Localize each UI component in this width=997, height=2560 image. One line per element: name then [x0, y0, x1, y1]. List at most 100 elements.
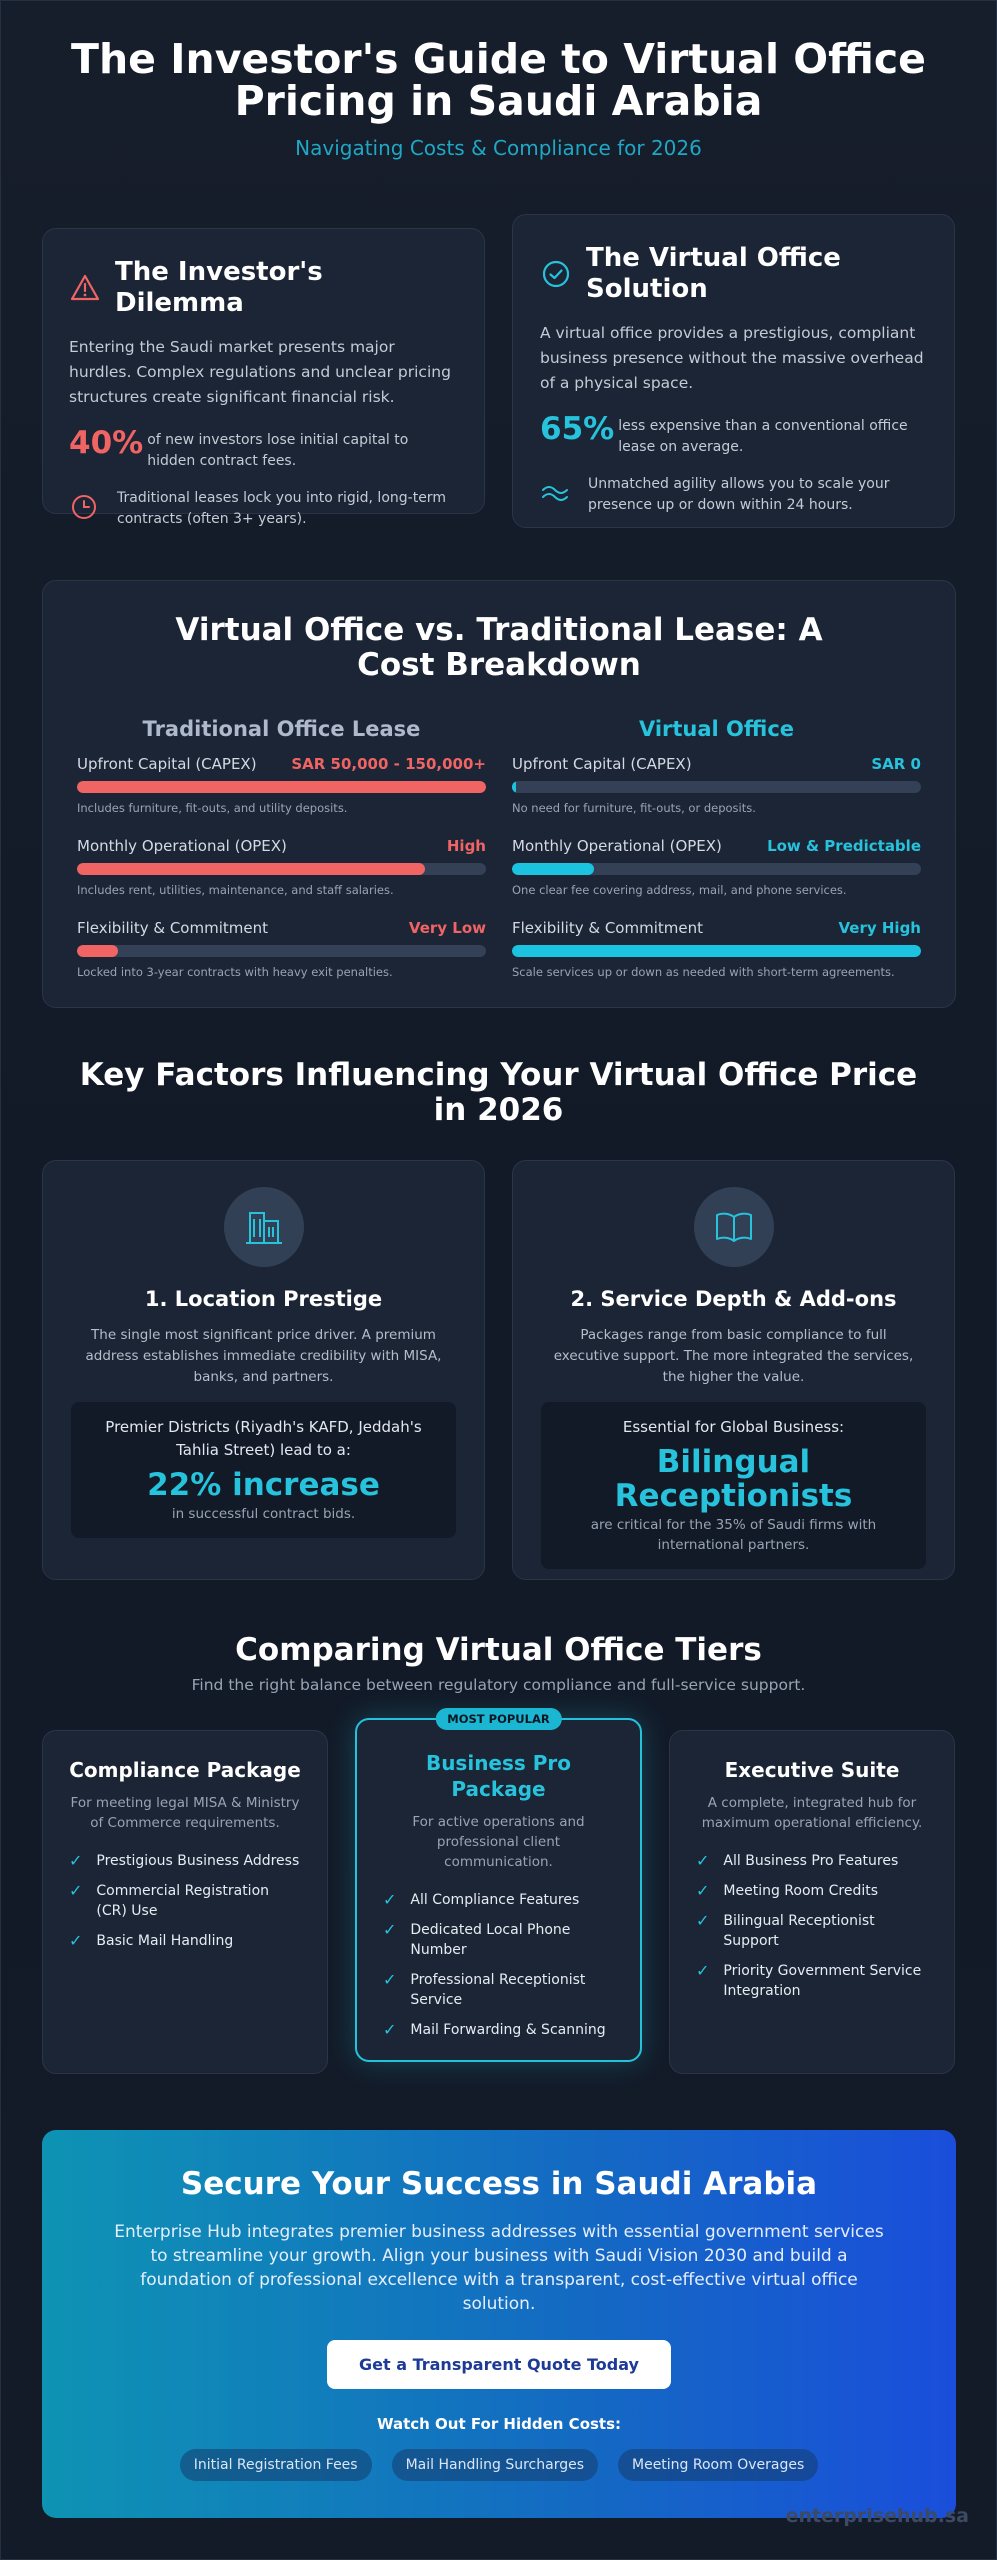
tier-desc: For meeting legal MISA & Ministry of Com… [70, 1795, 300, 1831]
factor-title: 1. Location Prestige [144, 1287, 383, 1311]
tier-feature: ✓ Mail Forwarding & Scanning [383, 2020, 614, 2040]
most-popular-badge: MOST POPULAR [435, 1708, 562, 1730]
tier-feature-label: Commercial Registration (CR) Use [96, 1883, 270, 1919]
tier-card-business-pro[interactable]: MOST POPULAR Business Pro Package For ac… [355, 1708, 642, 2062]
check-icon: ✓ [696, 1881, 710, 1900]
tier-feature: ✓ Dedicated Local Phone Number [383, 1920, 614, 1960]
highlight-value: 22% increase [147, 1467, 380, 1503]
metric-bar-fill [512, 781, 517, 793]
highlight-value: Bilingual Receptionists [614, 1444, 853, 1514]
metric-label: Flexibility & Commitment [512, 919, 703, 937]
tier-feature-label: Prestigious Business Address [96, 1853, 300, 1869]
highlight-label: Essential for Global Business: [622, 1418, 845, 1436]
tier-desc: A complete, integrated hub for maximum o… [701, 1795, 923, 1831]
tier-feature: ✓ All Business Pro Features [696, 1851, 928, 1871]
clock-icon [69, 492, 99, 522]
metric-value: Low & Predictable [767, 837, 921, 855]
metric-value: Very High [838, 919, 921, 937]
traditional-column: Traditional Office Lease Upfront Capital… [77, 717, 486, 1001]
metric-value: High [446, 837, 486, 855]
page-subtitle: Navigating Costs & Compliance for 2026 [295, 136, 702, 160]
tier-feature: ✓ Basic Mail Handling [69, 1931, 301, 1951]
metric-bar-fill [512, 863, 594, 875]
book-icon [693, 1187, 774, 1267]
check-icon: ✓ [69, 1931, 83, 1950]
metric-note: Scale services up or down as needed with… [512, 965, 895, 979]
factor-card-services: 2. Service Depth & Add-ons Packages rang… [512, 1160, 955, 1580]
metric-bar [77, 945, 486, 957]
tier-feature-label: Bilingual Receptionist Support [723, 1913, 875, 1949]
metric-bar [512, 781, 921, 793]
tier-name: Business Pro Package [425, 1751, 572, 1801]
tier-feature: ✓ Professional Receptionist Service [383, 1970, 614, 2010]
solution-body: A virtual office provides a prestigious,… [540, 324, 924, 392]
building-icon [223, 1187, 304, 1267]
factor-title: 2. Service Depth & Add-ons [570, 1287, 897, 1311]
metric-row: Upfront Capital (CAPEX) SAR 50,000 - 150,… [77, 755, 486, 815]
cta-title: Secure Your Success in Saudi Arabia [180, 2166, 818, 2202]
dilemma-stat-value: 40% [69, 425, 144, 461]
factors-title-wrap: Key Factors Influencing Your Virtual Off… [0, 1058, 997, 1128]
metric-label: Monthly Operational (OPEX) [77, 837, 287, 855]
traditional-title: Traditional Office Lease [142, 717, 421, 741]
metric-label: Upfront Capital (CAPEX) [512, 755, 692, 773]
hidden-cost-pill: Meeting Room Overages [618, 2449, 819, 2481]
metric-row: Flexibility & Commitment Very Low Locked … [77, 919, 486, 979]
dilemma-feature-text: Traditional leases lock you into rigid, … [117, 490, 446, 527]
dilemma-stat-text: of new investors lose initial capital to… [147, 432, 409, 469]
tier-feature-label: All Business Pro Features [723, 1853, 899, 1869]
cost-breakdown-card: Virtual Office vs. Traditional Lease: A … [42, 580, 956, 1008]
metric-label: Monthly Operational (OPEX) [512, 837, 722, 855]
factor-highlight: Essential for Global Business: Bilingual… [541, 1402, 926, 1569]
warning-icon [69, 272, 101, 304]
virtual-title: Virtual Office [638, 717, 795, 741]
hidden-cost-pill: Initial Registration Fees [179, 2449, 372, 2481]
cost-title: Virtual Office vs. Traditional Lease: A … [175, 612, 823, 683]
check-icon: ✓ [69, 1881, 83, 1900]
metric-note: Locked into 3-year contracts with heavy … [77, 965, 393, 979]
get-quote-button[interactable]: Get a Transparent Quote Today [327, 2340, 671, 2389]
check-icon: ✓ [383, 1970, 397, 1989]
tier-feature: ✓ All Compliance Features [383, 1890, 614, 1910]
check-icon: ✓ [69, 1851, 83, 1870]
highlight-caption: in successful contract bids. [171, 1506, 356, 1522]
metric-value: Very Low [408, 919, 486, 937]
metric-value: SAR 0 [871, 755, 921, 773]
tier-card-compliance[interactable]: Compliance Package For meeting legal MIS… [42, 1730, 328, 2074]
tier-feature: ✓ Prestigious Business Address [69, 1851, 301, 1871]
metric-row: Flexibility & Commitment Very High Scale … [512, 919, 921, 979]
solution-stat-value: 65% [540, 411, 615, 447]
solution-title: The Virtual Office Solution [586, 243, 841, 304]
check-icon: ✓ [383, 2020, 397, 2039]
metric-bar-fill [77, 781, 486, 793]
cta-body: Enterprise Hub integrates premier busine… [114, 2222, 884, 2314]
check-icon: ✓ [696, 1911, 710, 1930]
factors-title: Key Factors Influencing Your Virtual Off… [79, 1057, 918, 1128]
factor-body: The single most significant price driver… [85, 1327, 442, 1385]
check-icon: ✓ [383, 1920, 397, 1939]
tier-name: Compliance Package [69, 1758, 301, 1782]
metric-note: One clear fee covering address, mail, an… [512, 883, 847, 897]
metric-bar [512, 863, 921, 875]
metric-label: Flexibility & Commitment [77, 919, 268, 937]
solution-stat-text: less expensive than a conventional offic… [618, 418, 908, 455]
tier-features: ✓ All Business Pro Features ✓ Meeting Room… [696, 1851, 928, 2001]
check-circle-icon [540, 258, 572, 290]
virtual-column: Virtual Office Upfront Capital (CAPEX) SA… [512, 717, 921, 1001]
factor-card-location: 1. Location Prestige The single most sig… [42, 1160, 485, 1580]
dilemma-card: The Investor's Dilemma Entering the Saud… [42, 228, 485, 527]
factor-highlight: Premier Districts (Riyadh's KAFD, Jeddah… [71, 1402, 456, 1538]
tiers-title: Comparing Virtual Office Tiers [235, 1632, 762, 1668]
tier-card-executive[interactable]: Executive Suite A complete, integrated h… [669, 1730, 955, 2074]
metric-bar-fill [77, 863, 425, 875]
metric-bar [77, 781, 486, 793]
metric-row: Upfront Capital (CAPEX) SAR 0 No need for… [512, 755, 921, 815]
tier-feature: ✓ Commercial Registration (CR) Use [69, 1881, 301, 1921]
hero-header: The Investor's Guide to Virtual Office P… [0, 38, 997, 160]
metric-value: SAR 50,000 - 150,000+ [291, 755, 486, 773]
tier-feature-label: All Compliance Features [410, 1892, 580, 1908]
metric-label: Upfront Capital (CAPEX) [77, 755, 257, 773]
dilemma-body: Entering the Saudi market presents major… [69, 338, 451, 406]
metric-row: Monthly Operational (OPEX) High Includes … [77, 837, 486, 897]
wave-icon [540, 478, 570, 508]
